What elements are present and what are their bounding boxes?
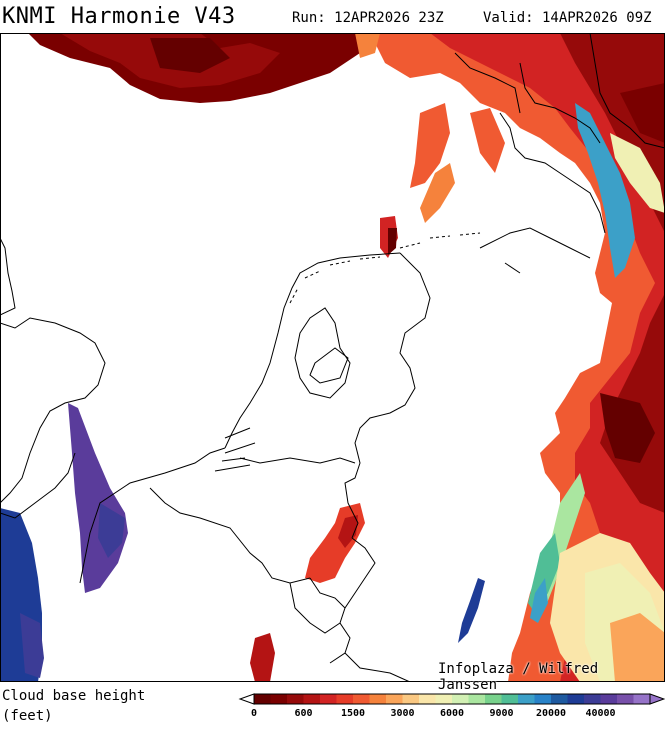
- coastline-kent: [0, 452, 76, 519]
- legend-swatch: [402, 694, 420, 704]
- legend-swatch: [369, 694, 387, 704]
- legend-swatch: [270, 694, 288, 704]
- legend-swatch: [534, 694, 552, 704]
- coastline-sweden: [589, 33, 665, 149]
- legend-swatch: [287, 694, 304, 704]
- boundaries-layer: [0, 33, 665, 682]
- legend-title-line2: (feet): [2, 708, 53, 724]
- cloud-streak-3: [470, 108, 505, 173]
- border-nl-be: [239, 457, 356, 464]
- legend-swatch: [600, 694, 618, 704]
- legend-swatch: [452, 694, 469, 704]
- legend-title: Cloud base height (feet): [2, 686, 145, 726]
- coastline-east-england: [0, 237, 106, 504]
- legend-tick-label: 40000: [585, 708, 615, 719]
- cloud-band-east-blue-south: [530, 578, 548, 623]
- cloud-band-purple-core: [98, 503, 125, 558]
- zeeland-estuaries: [214, 427, 256, 472]
- legend-swatch: [501, 694, 519, 704]
- legend-tick-label: 6000: [440, 708, 464, 719]
- map-credit: Infoplaza / Wilfred Janssen: [438, 661, 599, 693]
- cloud-streak-4-core: [388, 228, 397, 255]
- color-legend: 0 600 1500 3000 6000 9000 20000 40000: [238, 693, 665, 719]
- border-luxembourg: [289, 577, 346, 634]
- cloud-patch-limburg-core: [338, 515, 358, 548]
- cloud-streak-5: [355, 33, 380, 58]
- cloud-band-east-core: [600, 393, 655, 463]
- legend-swatch: [386, 694, 403, 704]
- cloud-band-east-lightyellow: [610, 133, 665, 213]
- cloud-base-map: [0, 33, 665, 682]
- border-nl-de: [344, 252, 431, 539]
- cloud-band-east-blue: [575, 103, 635, 278]
- legend-tick-label: 9000: [489, 708, 513, 719]
- legend-tick-label: 3000: [390, 708, 414, 719]
- legend-swatch: [518, 694, 535, 704]
- coastline-denmark-2: [519, 62, 601, 144]
- flevoland: [309, 347, 349, 384]
- coastline-france-belgium: [79, 447, 226, 584]
- model-title: KNMI Harmonie V43: [2, 4, 236, 29]
- border-be-de-lux: [329, 537, 376, 664]
- cloud-band-east-outer: [370, 33, 665, 682]
- legend-swatch: [254, 694, 271, 704]
- legend-swatch: [320, 694, 337, 704]
- legend-swatch: [551, 694, 568, 704]
- legend-swatch: [419, 694, 436, 704]
- legend-swatch: [617, 694, 634, 704]
- border-fr-de: [344, 652, 411, 682]
- legend-border: [253, 693, 651, 705]
- cloud-field-layer: [0, 33, 665, 682]
- coastline-denmark: [499, 112, 606, 234]
- legend-swatch: [485, 694, 502, 704]
- legend-tick-label: 0: [251, 708, 257, 719]
- legend-arrow-right: [649, 693, 665, 705]
- cloud-streak-2: [420, 163, 455, 223]
- legend-swatch: [567, 694, 585, 704]
- run-time: Run: 12APR2026 23Z: [292, 10, 444, 26]
- coastline-north-germany: [479, 227, 591, 274]
- legend-swatch: [584, 694, 601, 704]
- border-be-fr: [149, 487, 311, 584]
- legend-swatch: [633, 694, 651, 704]
- legend-swatch: [353, 694, 370, 704]
- cloud-patch-north-sea-core: [150, 38, 230, 73]
- cloud-band-east-core-2: [620, 83, 665, 143]
- cloud-band-east-red: [430, 33, 665, 682]
- legend-swatch: [435, 694, 453, 704]
- ijsselmeer-shore: [294, 307, 351, 399]
- cloud-streak-blue-east: [458, 578, 485, 643]
- cloud-streak-1: [410, 103, 450, 188]
- coastline-netherlands: [224, 252, 401, 449]
- legend-swatch: [303, 694, 321, 704]
- legend-tick-label: 20000: [536, 708, 566, 719]
- coastline-jutland: [454, 52, 521, 114]
- cloud-band-purple-sw: [20, 613, 44, 678]
- cloud-band-east-peach: [610, 613, 665, 682]
- legend-arrow-left: [238, 693, 255, 705]
- cloud-patch-south: [250, 633, 275, 682]
- legend-tick-label: 1500: [341, 708, 365, 719]
- legend-swatch: [336, 694, 354, 704]
- legend-swatch: [468, 694, 486, 704]
- valid-time: Valid: 14APR2026 09Z: [483, 10, 652, 26]
- legend-tick-label: 600: [294, 708, 312, 719]
- legend-title-line1: Cloud base height: [2, 688, 146, 704]
- wadden-islands: [289, 232, 481, 304]
